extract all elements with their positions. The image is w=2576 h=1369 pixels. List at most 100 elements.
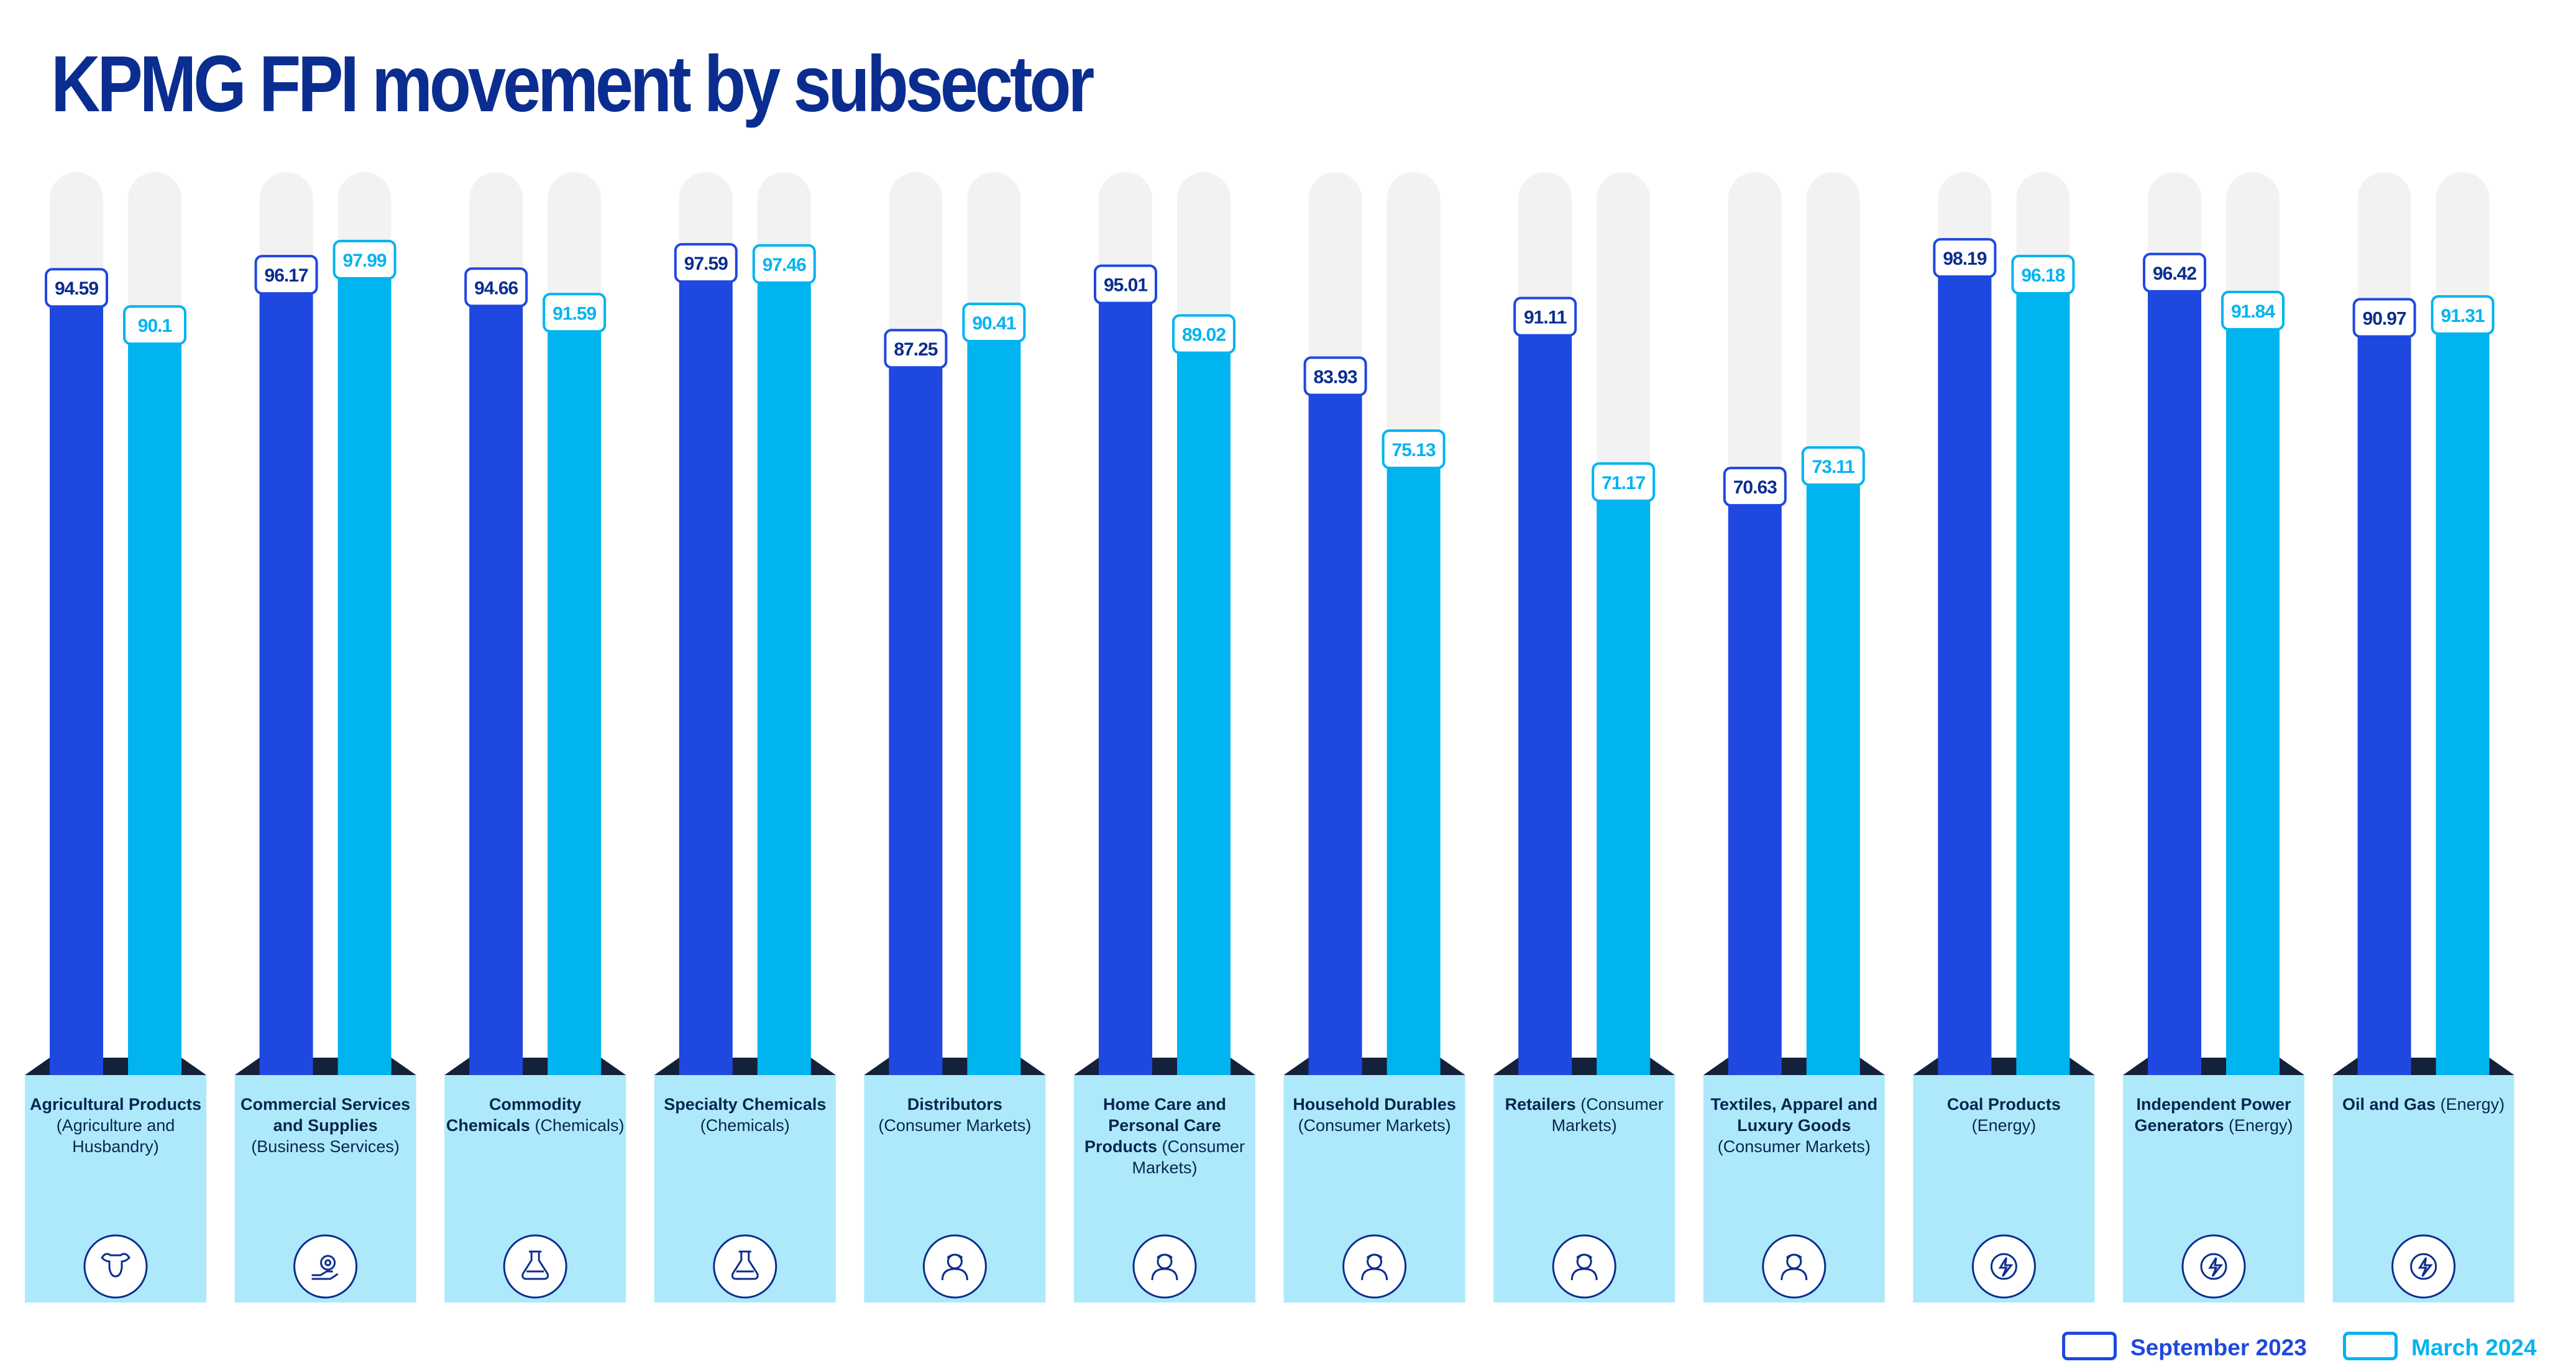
bar-march-2024 [1177, 336, 1231, 1075]
value-badge-march-2024 [123, 305, 186, 346]
bar-march-2024 [1597, 484, 1651, 1075]
value-label-september-2023: 83.93 [1314, 367, 1357, 388]
value-label-september-2023: 94.59 [55, 278, 98, 299]
value-label-march-2024: 96.18 [2021, 265, 2065, 286]
group-retailers: 91.11 71.17 [1493, 172, 1675, 1303]
value-label-september-2023: 87.25 [894, 339, 937, 360]
person-icon [941, 1253, 968, 1281]
value-badge-september-2023 [1513, 296, 1577, 337]
value-label-september-2023: 96.42 [2153, 263, 2196, 284]
bar-september-2023 [1099, 286, 1152, 1076]
value-label-march-2024: 97.46 [763, 255, 806, 275]
value-label-march-2024: 91.31 [2441, 306, 2485, 326]
icon-circle [2181, 1234, 2246, 1299]
value-badge-march-2024 [2221, 290, 2285, 331]
icon-circle [503, 1234, 567, 1299]
value-label-march-2024: 90.1 [138, 316, 172, 336]
bolt-ring [1990, 1253, 2017, 1280]
lightning-icon [2410, 1253, 2437, 1280]
flask-shape [731, 1250, 759, 1280]
group-coal-products: 98.19 96.18 [1913, 172, 2095, 1303]
bar-september-2023 [889, 351, 943, 1075]
value-badge-march-2024 [1592, 462, 1656, 502]
person-body [1151, 1253, 1178, 1281]
flask-icon [521, 1250, 549, 1280]
person-body [1570, 1253, 1598, 1281]
person-icon [1570, 1253, 1598, 1281]
person-icon [1361, 1253, 1388, 1281]
bar-march-2024 [128, 327, 181, 1075]
person-body [1361, 1253, 1388, 1281]
value-label-march-2024: 89.02 [1182, 325, 1226, 346]
icon-circle [1342, 1234, 1407, 1299]
icon-circle [1132, 1234, 1197, 1299]
group-commercial-services-and-supplies: 96.17 97.99 [234, 172, 416, 1303]
value-badge-march-2024 [2011, 254, 2075, 295]
group-agricultural-products: 94.59 90.1 [25, 172, 206, 1303]
legend-label-september-2023: September 2023 [2130, 1335, 2307, 1360]
bar-september-2023 [469, 290, 523, 1075]
value-badge-september-2023 [1094, 264, 1157, 304]
value-label-march-2024: 75.13 [1392, 440, 1436, 460]
bar-march-2024 [2436, 318, 2490, 1076]
bar-march-2024 [1387, 452, 1441, 1075]
icon-circle [83, 1234, 148, 1299]
value-badge-september-2023 [2352, 298, 2416, 338]
hand-shape [311, 1270, 339, 1280]
value-label-september-2023: 90.97 [2363, 309, 2406, 329]
legend-label-march-2024: March 2024 [2411, 1335, 2537, 1360]
group-household-durables: 83.93 75.13 [1283, 172, 1465, 1303]
group-independent-power-generators: 96.42 91.84 [2123, 172, 2304, 1303]
flask-icon [731, 1250, 759, 1280]
value-label-march-2024: 91.59 [552, 303, 596, 324]
value-badge-september-2023 [2143, 252, 2206, 293]
bar-september-2023 [1518, 319, 1572, 1075]
person-body [941, 1253, 968, 1281]
value-badge-march-2024 [962, 303, 1026, 343]
legend-swatch-september-2023 [2062, 1332, 2117, 1360]
value-badge-september-2023 [674, 243, 738, 283]
bar-march-2024 [1806, 468, 1860, 1075]
person-icon [1151, 1253, 1178, 1281]
icon-circle [2391, 1234, 2456, 1299]
bar-march-2024 [2226, 313, 2280, 1075]
lightning-icon [1990, 1253, 2017, 1280]
bar-september-2023 [1308, 378, 1362, 1076]
group-distributors: 87.25 90.41 [864, 172, 1046, 1303]
value-badge-september-2023 [1933, 238, 1997, 278]
bull-shape [101, 1253, 131, 1278]
icon-circle [713, 1234, 777, 1299]
value-label-september-2023: 98.19 [1943, 249, 1986, 269]
icon-circle [1552, 1234, 1616, 1299]
value-label-september-2023: 95.01 [1104, 275, 1147, 296]
value-label-march-2024: 90.41 [972, 313, 1015, 334]
bar-september-2023 [2357, 320, 2411, 1075]
group-commodity-chemicals: 94.66 91.59 [444, 172, 626, 1303]
bar-september-2023 [50, 290, 103, 1075]
value-label-march-2024: 73.11 [1812, 457, 1855, 477]
gear-hand-icon [311, 1255, 339, 1280]
value-badge-september-2023 [884, 329, 948, 369]
person-icon [1781, 1253, 1808, 1281]
bolt-shape [1998, 1257, 2014, 1277]
lightning-icon [2200, 1253, 2227, 1280]
value-label-september-2023: 94.66 [474, 278, 518, 298]
icon-circle [293, 1234, 358, 1299]
value-label-march-2024: 91.84 [2231, 301, 2275, 322]
bar-march-2024 [2016, 277, 2070, 1075]
value-badge-march-2024 [543, 293, 607, 333]
value-badge-september-2023 [1723, 467, 1787, 507]
person-body [1781, 1253, 1808, 1281]
group-specialty-chemicals: 97.59 97.46 [654, 172, 836, 1303]
group-oil-and-gas: 90.97 91.31 [2332, 172, 2514, 1303]
value-badge-september-2023 [464, 267, 528, 308]
gear-hub [324, 1259, 332, 1266]
legend-swatch-march-2024 [2343, 1332, 2398, 1360]
value-badge-march-2024 [752, 244, 816, 284]
icon-circle [1971, 1234, 2036, 1299]
value-badge-september-2023 [254, 255, 318, 295]
value-badge-september-2023 [1303, 356, 1367, 396]
value-badge-march-2024 [1382, 429, 1446, 470]
value-label-september-2023: 70.63 [1733, 477, 1777, 498]
